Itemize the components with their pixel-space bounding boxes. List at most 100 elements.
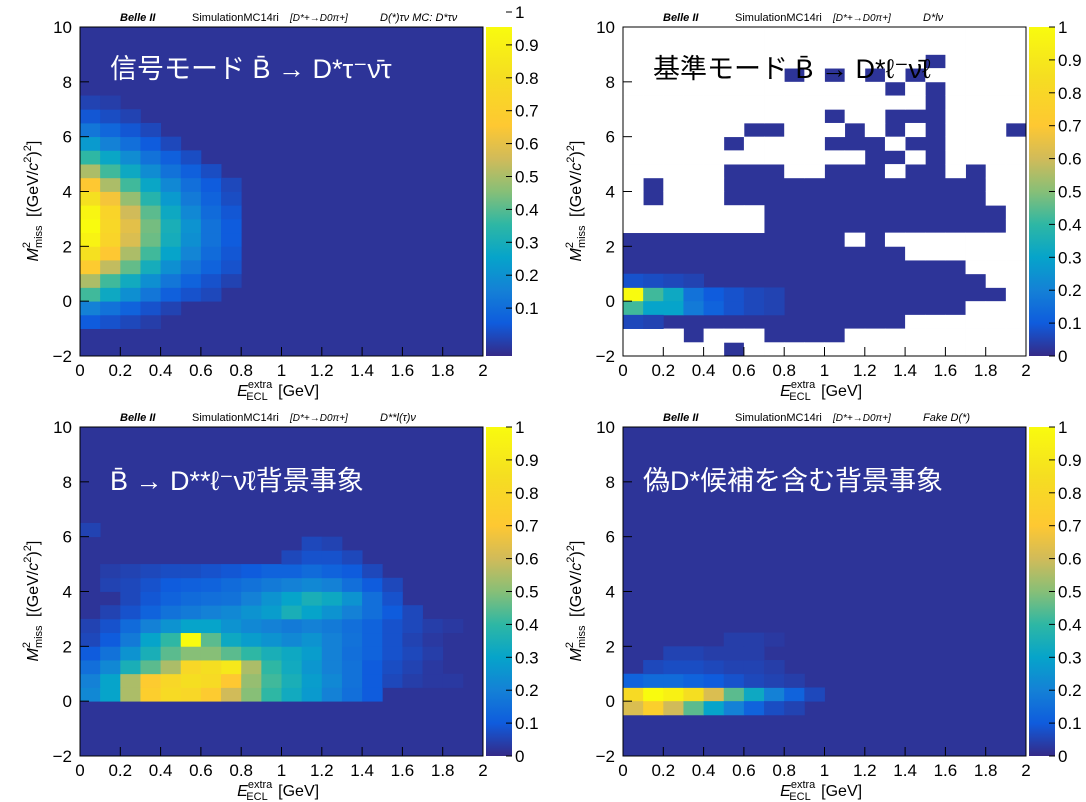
colorbar-tick-label: 0.7 (1058, 117, 1082, 136)
x-tick-label: 1.2 (853, 761, 877, 780)
heatmap-bin (743, 287, 765, 302)
heatmap-bin (160, 687, 182, 702)
heatmap-bin (743, 646, 765, 661)
heatmap-bin (80, 687, 101, 702)
empty-bin (663, 205, 684, 220)
heatmap-bin (683, 301, 704, 316)
heatmap-bin (120, 287, 141, 302)
x-tick-label: 0.8 (229, 761, 253, 780)
empty-bin (723, 40, 745, 55)
empty-bin (844, 68, 866, 83)
heatmap-bin (402, 618, 423, 634)
heatmap-bin (362, 564, 383, 579)
overlay-label: 基準モード B̄ → D*ℓ⁻ν̄ℓ (653, 54, 931, 84)
empty-bin (723, 150, 745, 165)
empty-bin (643, 136, 664, 151)
heatmap-bin (160, 260, 182, 275)
heatmap-bin (200, 564, 222, 579)
heatmap-bin (100, 122, 121, 138)
heatmap-bin (382, 591, 403, 606)
empty-bin (824, 342, 846, 357)
heatmap-bin (80, 164, 101, 179)
empty-bin (824, 54, 846, 69)
y-tick-label: 2 (63, 237, 72, 256)
heatmap-bin (80, 673, 101, 688)
x-tick-label: 0.4 (149, 761, 173, 780)
x-tick-label: 1.8 (974, 361, 998, 380)
empty-bin (804, 95, 825, 110)
empty-bin (844, 40, 866, 55)
empty-bin (945, 150, 966, 165)
header-sample: D*lν (923, 12, 944, 24)
heatmap-bin (301, 605, 323, 620)
header-experiment: Belle II (120, 12, 156, 24)
colorbar-tick-label: 0.2 (515, 681, 539, 700)
heatmap-bin (100, 646, 121, 661)
empty-bin (703, 205, 725, 220)
empty-bin (703, 27, 725, 42)
heatmap-bin (140, 205, 161, 220)
heatmap-bin (723, 673, 745, 688)
heatmap-bin (120, 673, 141, 688)
heatmap-bin (281, 591, 303, 606)
y-axis-label: M2miss [(GeV/c2)2] (21, 141, 45, 262)
heatmap-bin (100, 191, 121, 206)
x-tick-label: 2 (478, 361, 487, 380)
heatmap-bin (100, 314, 121, 329)
heatmap-bin (140, 618, 161, 634)
heatmap-bin (180, 605, 202, 620)
heatmap-bin (241, 605, 262, 620)
empty-bin (945, 314, 966, 329)
empty-bin (844, 95, 866, 110)
x-tick-label: 0.6 (732, 761, 756, 780)
heatmap-bin (321, 591, 343, 606)
heatmap-bin (140, 150, 161, 165)
y-tick-label: 4 (63, 583, 72, 602)
empty-bin (703, 164, 725, 179)
heatmap-bin (140, 564, 161, 579)
colorbar-tick-label: 0.4 (515, 200, 539, 219)
empty-bin (764, 81, 785, 96)
heatmap-bin (80, 177, 101, 192)
empty-bin (663, 191, 684, 206)
colorbar-tick-label: 0 (1058, 347, 1067, 366)
empty-bin (925, 27, 946, 42)
heatmap-bin (321, 564, 343, 579)
heatmap-bin (301, 687, 323, 702)
empty-bin (804, 164, 825, 179)
empty-bin (925, 232, 946, 247)
heatmap-bin (623, 301, 644, 316)
empty-bin (663, 27, 684, 42)
empty-bin (623, 95, 644, 110)
empty-bin (965, 246, 987, 261)
empty-bin (804, 68, 825, 83)
header-sample: D**l(τ)ν (380, 412, 416, 424)
empty-bin (683, 205, 704, 220)
heatmap-bin (221, 673, 242, 688)
empty-bin (884, 342, 906, 357)
x-tick-label: 1 (820, 361, 829, 380)
colorbar-tick-label: 0.8 (1058, 484, 1082, 503)
heatmap-bin (100, 177, 121, 192)
empty-bin (864, 54, 886, 69)
heatmap-bin (261, 591, 282, 606)
heatmap-bin (382, 646, 403, 661)
colorbar-tick-label: 0.5 (1058, 583, 1082, 602)
empty-bin (884, 232, 906, 247)
empty-bin (1005, 246, 1027, 261)
empty-bin (985, 260, 1007, 275)
heatmap-panel-2: Belle II SimulationMC14ri [D*+→D0π+] D*lν 0 0… (564, 12, 1082, 402)
heatmap-bin (703, 287, 725, 302)
colorbar-tick-label: 0.5 (1058, 183, 1082, 202)
x-tick-label: 0.6 (189, 361, 213, 380)
heatmap-bin (221, 591, 242, 606)
empty-bin (683, 81, 704, 96)
heatmap-bin (140, 632, 161, 647)
heatmap-bin (221, 646, 242, 661)
header-decay: [D*+→D0π+] (832, 13, 891, 24)
heatmap-bin (120, 591, 141, 606)
heatmap-bin (261, 618, 282, 634)
empty-bin (784, 164, 805, 179)
colorbar-tick-label: 0.2 (1058, 281, 1082, 300)
empty-bin (623, 81, 644, 96)
